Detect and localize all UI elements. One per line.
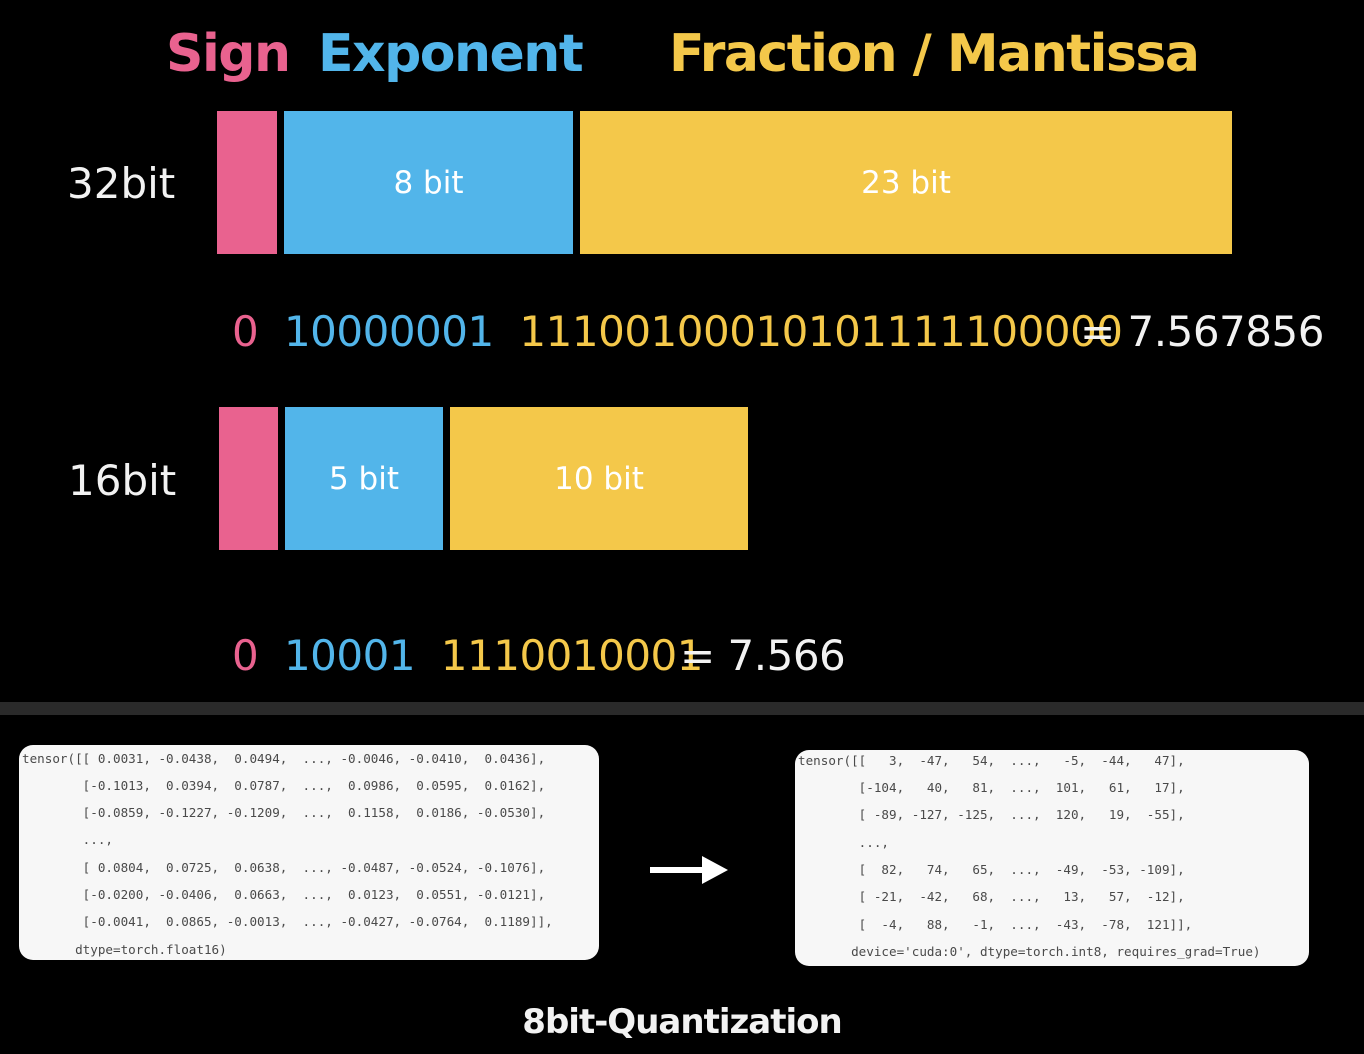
fp32-exponent-segment: 8 bit <box>284 111 573 254</box>
code-line: ..., <box>22 832 113 847</box>
code-line: [-0.1013, 0.0394, 0.0787, ..., 0.0986, 0… <box>22 778 546 793</box>
code-line: tensor([[ 0.0031, -0.0438, 0.0494, ..., … <box>22 751 546 766</box>
fp16-fraction-bits: 1110010001 <box>427 631 704 680</box>
sign-header: Sign <box>166 24 291 84</box>
code-line: [ -89, -127, -125, ..., 120, 19, -55], <box>798 807 1185 822</box>
fraction-header: Fraction / Mantissa <box>669 24 1200 84</box>
fp16-fraction-segment: 10 bit <box>450 407 748 550</box>
fp16-label: 16bit <box>68 456 177 505</box>
code-line: [ 82, 74, 65, ..., -49, -53, -109], <box>798 862 1185 877</box>
fp32-fraction-bits: 11100100010101111100000 <box>506 307 1123 356</box>
fp32-bit-pattern: 0 10000001 11100100010101111100000 <box>232 307 1123 357</box>
fp32-fraction-segment: 23 bit <box>580 111 1232 254</box>
code-line: device='cuda:0', dtype=torch.int8, requi… <box>798 944 1261 959</box>
fp32-value: = 7.567856 <box>1080 307 1324 356</box>
fp32-sign-bits: 0 <box>232 307 259 356</box>
fp16-exponent-label: 5 bit <box>328 460 400 497</box>
code-line: [-104, 40, 81, ..., 101, 61, 17], <box>798 780 1185 795</box>
code-line: [-0.0200, -0.0406, 0.0663, ..., 0.0123, … <box>22 887 546 902</box>
exponent-header: Exponent <box>318 24 584 84</box>
section-divider <box>0 702 1364 715</box>
code-line: [-0.0859, -0.1227, -0.1209, ..., 0.1158,… <box>22 805 546 820</box>
code-line: [ -4, 88, -1, ..., -43, -78, 121]], <box>798 917 1193 932</box>
fp32-fraction-label: 23 bit <box>861 164 951 201</box>
code-line: tensor([[ 3, -47, 54, ..., -5, -44, 47], <box>798 753 1185 768</box>
caption: 8bit-Quantization <box>522 1002 842 1042</box>
fp16-fraction-label: 10 bit <box>554 460 644 497</box>
float16-tensor-output: tensor([[ 0.0031, -0.0438, 0.0494, ..., … <box>19 745 599 960</box>
fp32-label: 32bit <box>67 159 176 208</box>
code-line: [-0.0041, 0.0865, -0.0013, ..., -0.0427,… <box>22 914 553 929</box>
code-line: ..., <box>798 835 889 850</box>
code-line: [ -21, -42, 68, ..., 13, 57, -12], <box>798 889 1185 904</box>
fp16-sign-bits: 0 <box>232 631 259 680</box>
code-line: [ 0.0804, 0.0725, 0.0638, ..., -0.0487, … <box>22 860 546 875</box>
code-line: dtype=torch.float16) <box>22 942 227 957</box>
fp16-sign-segment <box>219 407 278 550</box>
fp16-bit-pattern: 0 10001 1110010001 <box>232 631 704 681</box>
right-arrow-icon <box>650 856 728 884</box>
fp16-exponent-bits: 10001 <box>271 631 416 680</box>
int8-tensor-output: tensor([[ 3, -47, 54, ..., -5, -44, 47],… <box>795 750 1309 966</box>
fp32-exponent-bits: 10000001 <box>271 307 494 356</box>
fp16-exponent-segment: 5 bit <box>285 407 443 550</box>
fp32-exponent-label: 8 bit <box>393 164 464 201</box>
fp16-value: = 7.566 <box>680 631 846 680</box>
fp32-sign-segment <box>217 111 277 254</box>
